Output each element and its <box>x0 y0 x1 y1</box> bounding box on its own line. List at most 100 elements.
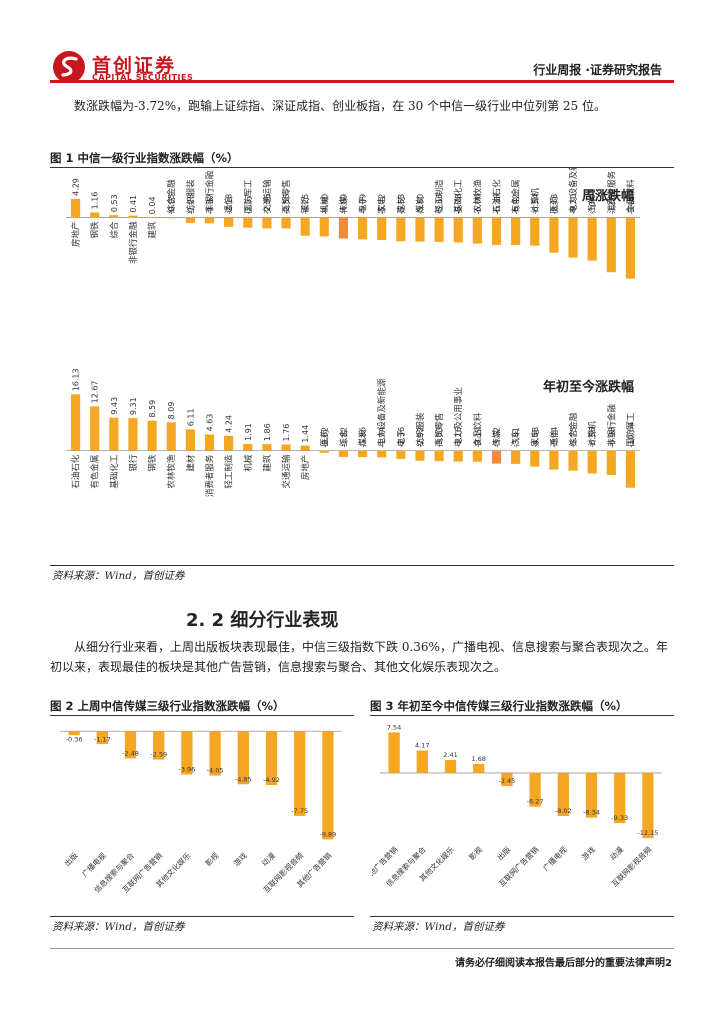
chart-category-label: 通信 <box>549 429 560 447</box>
chart-bar <box>416 750 428 773</box>
chart-data-label: -9.89 <box>319 830 336 838</box>
chart-category-label: 机械 <box>243 454 254 472</box>
chart-category-label: 有色金属 <box>90 455 101 489</box>
chart-bar <box>68 731 80 736</box>
chart-bar <box>444 759 457 773</box>
chart-category-label: 综合 <box>338 429 349 447</box>
chart-bar <box>501 772 513 787</box>
company-name-cn: 首创证券 <box>92 55 177 77</box>
chart-media-weekly: -0.36出版-1.17广播电视-2.48信息搜索与聚合-2.59互联网广告营销… <box>60 730 342 895</box>
chart-category-label: 银行 <box>300 196 311 214</box>
header-divider <box>50 80 674 83</box>
chart-category-label: 食品饮料 <box>472 412 483 447</box>
chart-data-label: -2.55 <box>263 194 272 215</box>
chart-data-label: -5.09 <box>359 194 368 215</box>
chart-data-label: -8.34 <box>583 809 600 817</box>
chart-data-label: -1.82 <box>339 427 348 448</box>
chart-data-label: -14.18 <box>626 189 635 215</box>
chart-data-label: 4.29 <box>72 178 81 196</box>
chart-bar <box>415 217 425 242</box>
chart-data-label: 7.54 <box>387 723 401 731</box>
chart-data-label: -3.19 <box>473 427 482 448</box>
chart-bar <box>625 217 636 279</box>
chart-category-label: 消费者服务 <box>205 454 216 497</box>
chart-bar <box>453 450 463 462</box>
chart-category-label: 基础化工 <box>109 454 120 489</box>
chart-data-label: -2.37 <box>244 194 253 215</box>
chart-category-label: 商贸零售 <box>281 179 292 213</box>
chart-data-label: 0.41 <box>129 195 138 213</box>
chart-category-label: 纺织服装 <box>185 179 196 214</box>
chart-data-label: 1.68 <box>471 755 485 763</box>
chart-data-label: -8.18 <box>550 194 559 215</box>
chart-category-label: 非银行金融 <box>205 170 216 213</box>
chart-data-label: -7.75 <box>291 807 308 815</box>
chart-category-label: 游戏 <box>579 844 597 862</box>
figure1-bottom-rule <box>50 565 674 566</box>
chart-category-label: 国防军工 <box>243 179 254 214</box>
chart-category-label: 医药 <box>319 430 330 447</box>
chart-category-label: 农林牧渔 <box>166 454 177 489</box>
chart-data-label: -9.33 <box>611 814 628 822</box>
chart-bar <box>472 450 482 462</box>
chart-data-label: -5.66 <box>435 194 444 215</box>
chart-bar <box>128 215 138 218</box>
chart-title: 周涨跌幅 <box>582 188 634 204</box>
chart-bar <box>243 443 253 451</box>
chart-bar <box>147 217 157 219</box>
chart-data-label: -4.85 <box>235 775 252 783</box>
chart-data-label: -5.22 <box>378 194 387 215</box>
chart-category-label: 建材 <box>396 196 407 214</box>
figure2-bottom-rule <box>50 916 354 917</box>
chart-category-label: 建材 <box>185 454 196 472</box>
chart-bar <box>281 444 291 451</box>
chart-bar <box>90 406 100 451</box>
chart-bar <box>357 217 368 240</box>
chart-data-label: 8.59 <box>148 400 157 418</box>
company-logo-icon <box>53 51 85 83</box>
chart-category-label: 广播电视 <box>79 850 108 879</box>
chart-category-label: 房地产 <box>300 455 311 481</box>
chart-bar <box>377 450 387 458</box>
chart-category-label: 食品饮料 <box>625 179 636 214</box>
chart-data-label: 9.31 <box>129 397 138 415</box>
chart-category-label: 家电 <box>530 429 541 447</box>
chart-bar <box>338 450 349 457</box>
chart-data-label: -6.27 <box>527 798 544 806</box>
chart-weekly-change: 周涨跌幅 4.29 房地产 1.16 钢铁 0.53 综合 0.41 非银行金融 0.04 建筑 -0… <box>66 168 640 279</box>
chart-bar <box>388 732 400 773</box>
chart-category-label: 交通运输 <box>281 454 292 489</box>
chart-bar <box>209 731 221 776</box>
section-paragraph: 从细分行业来看，上周出版板块表现最佳，中信三级指数下跌 0.36%，广播电视、信… <box>50 640 668 674</box>
chart-category-label: 计算机 <box>587 421 598 447</box>
chart-data-label: -5.60 <box>416 194 425 215</box>
chart-bar <box>300 445 310 451</box>
figure3-source: 资料来源：Wind，首创证券 <box>372 921 505 933</box>
report-type: 行业周报 ·证券研究报告 <box>533 63 662 77</box>
chart-data-label: -1.37 <box>206 194 215 215</box>
chart-category-label: 钢铁 <box>90 221 101 239</box>
chart-data-label: -6.98 <box>607 427 616 448</box>
chart-category-label: 轻工制造 <box>434 179 445 214</box>
chart-data-label: -2.92 <box>416 427 425 448</box>
intro-paragraph: 数涨跌幅为-3.72%，跑输上证综指、深证成指、创业板指，在 30 个中信一级行… <box>74 99 606 113</box>
chart-category-label: 出版 <box>495 844 513 862</box>
chart-title: 年初至今涨跌幅 <box>543 379 634 395</box>
chart-category-label: 汽车 <box>587 196 598 213</box>
chart-bar <box>319 217 329 237</box>
chart-data-label: 0.04 <box>148 196 157 214</box>
chart-category-label: 钢铁 <box>147 454 158 472</box>
chart-bar <box>511 217 521 246</box>
chart-category-label: 通信 <box>224 196 235 214</box>
chart-data-label: 16.13 <box>72 368 81 391</box>
chart-category-label: 非银行金融 <box>606 404 617 447</box>
footer-disclaimer: 请务必仔细阅读本报告最后部分的重要法律声明2 <box>455 958 672 969</box>
chart-data-label: -12.7 <box>607 194 616 215</box>
chart-bar <box>587 217 597 261</box>
chart-bar <box>147 420 157 451</box>
chart-media-ytd: 7.54其他广告营销4.17信息搜索与聚合2.41其他文化娱乐1.68影视-2.… <box>372 723 662 889</box>
chart-data-label: 0.53 <box>110 194 119 212</box>
chart-bar <box>472 217 482 244</box>
chart-data-label: 1.16 <box>91 192 100 210</box>
chart-category-label: 煤炭 <box>415 196 426 214</box>
